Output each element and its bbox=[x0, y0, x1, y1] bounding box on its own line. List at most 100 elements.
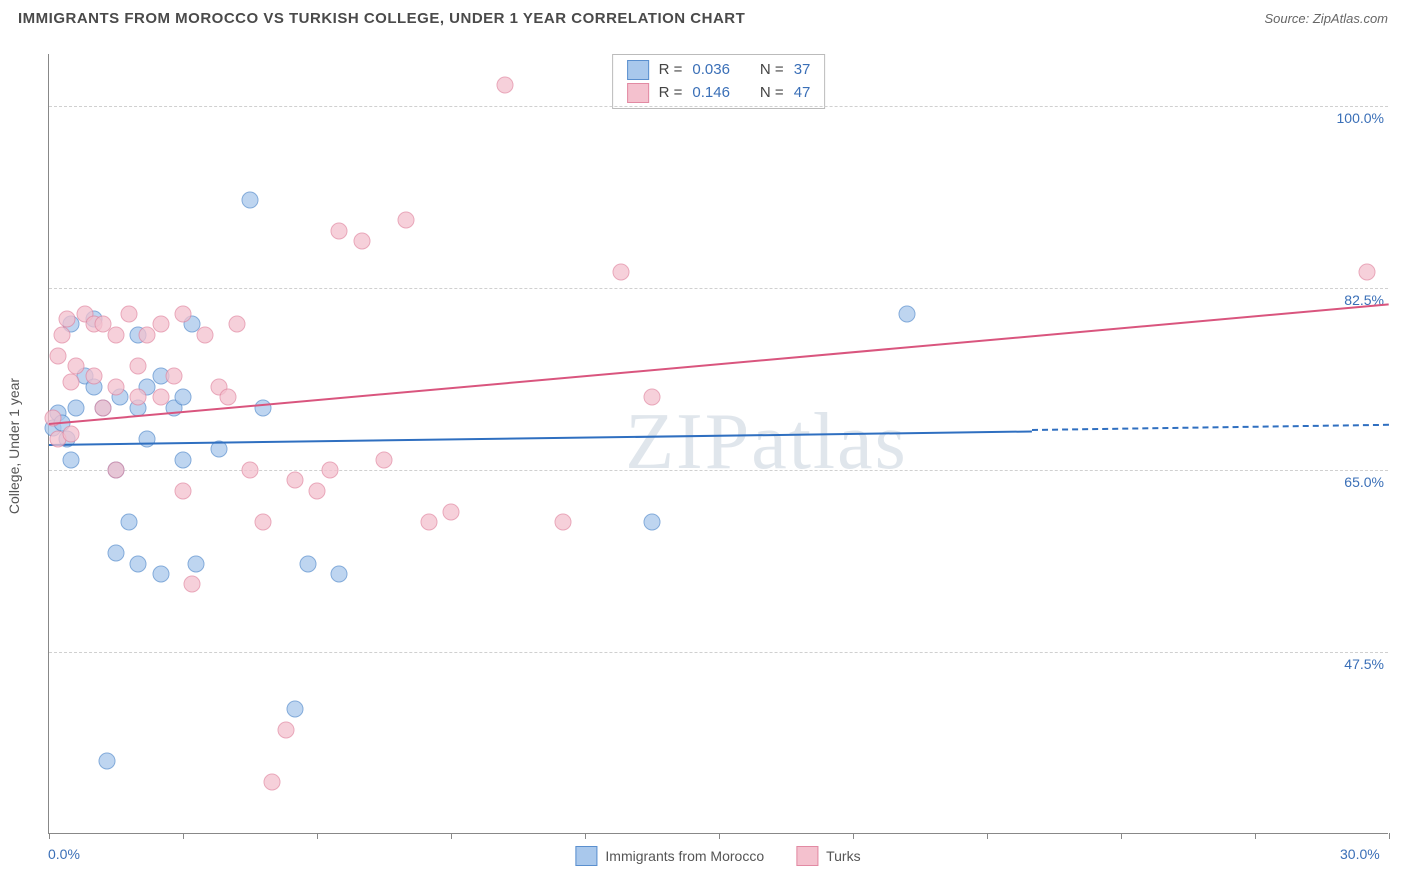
scatter-point-morocco bbox=[108, 545, 125, 562]
x-tick bbox=[1255, 833, 1256, 839]
scatter-point-turks bbox=[554, 514, 571, 531]
scatter-point-turks bbox=[175, 482, 192, 499]
scatter-point-morocco bbox=[67, 399, 84, 416]
scatter-point-turks bbox=[166, 368, 183, 385]
scatter-point-morocco bbox=[331, 566, 348, 583]
y-axis-label: 47.5% bbox=[1344, 656, 1384, 672]
x-tick bbox=[719, 833, 720, 839]
scatter-point-morocco bbox=[286, 701, 303, 718]
gridline bbox=[49, 288, 1388, 289]
watermark: ZIPatlas bbox=[625, 397, 908, 488]
scatter-point-turks bbox=[152, 316, 169, 333]
scatter-point-turks bbox=[63, 425, 80, 442]
x-tick bbox=[1121, 833, 1122, 839]
r-value: 0.146 bbox=[692, 82, 730, 105]
legend-swatch bbox=[627, 60, 649, 80]
scatter-point-turks bbox=[219, 389, 236, 406]
scatter-point-morocco bbox=[175, 451, 192, 468]
scatter-point-morocco bbox=[99, 753, 116, 770]
scatter-point-turks bbox=[130, 389, 147, 406]
correlation-row-morocco: R = 0.036 N = 37 bbox=[627, 59, 811, 82]
scatter-point-turks bbox=[121, 306, 138, 323]
series-legend: Immigrants from Morocco Turks bbox=[575, 846, 860, 866]
n-label: N = bbox=[760, 82, 784, 105]
chart-source: Source: ZipAtlas.com bbox=[1264, 11, 1388, 26]
y-axis-title: College, Under 1 year bbox=[6, 378, 22, 514]
scatter-point-morocco bbox=[300, 555, 317, 572]
scatter-point-turks bbox=[94, 399, 111, 416]
scatter-point-turks bbox=[49, 347, 66, 364]
r-label: R = bbox=[659, 82, 683, 105]
scatter-point-morocco bbox=[188, 555, 205, 572]
x-tick bbox=[183, 833, 184, 839]
scatter-point-morocco bbox=[139, 430, 156, 447]
trend-line-dash-morocco bbox=[1032, 424, 1389, 431]
scatter-point-turks bbox=[331, 222, 348, 239]
scatter-point-turks bbox=[197, 326, 214, 343]
correlation-legend: R = 0.036 N = 37 R = 0.146 N = 47 bbox=[612, 54, 826, 109]
x-tick bbox=[853, 833, 854, 839]
y-axis-label: 65.0% bbox=[1344, 474, 1384, 490]
scatter-point-turks bbox=[130, 358, 147, 375]
n-value: 47 bbox=[794, 82, 811, 105]
scatter-point-turks bbox=[183, 576, 200, 593]
scatter-point-turks bbox=[644, 389, 661, 406]
legend-item-turks: Turks bbox=[796, 846, 860, 866]
scatter-point-turks bbox=[309, 482, 326, 499]
scatter-point-turks bbox=[242, 462, 259, 479]
scatter-point-morocco bbox=[242, 191, 259, 208]
plot-region: ZIPatlas R = 0.036 N = 37 R = 0.146 N = 47 47.5… bbox=[48, 54, 1388, 834]
scatter-point-morocco bbox=[175, 389, 192, 406]
legend-swatch bbox=[575, 846, 597, 866]
scatter-point-turks bbox=[420, 514, 437, 531]
chart-header: IMMIGRANTS FROM MOROCCO VS TURKISH COLLE… bbox=[0, 0, 1406, 33]
scatter-point-turks bbox=[67, 358, 84, 375]
scatter-point-turks bbox=[54, 326, 71, 343]
scatter-point-morocco bbox=[644, 514, 661, 531]
x-tick bbox=[49, 833, 50, 839]
legend-label: Immigrants from Morocco bbox=[605, 848, 764, 864]
scatter-point-turks bbox=[277, 722, 294, 739]
x-tick bbox=[987, 833, 988, 839]
legend-swatch bbox=[796, 846, 818, 866]
scatter-point-turks bbox=[322, 462, 339, 479]
correlation-row-turks: R = 0.146 N = 47 bbox=[627, 82, 811, 105]
scatter-point-turks bbox=[398, 212, 415, 229]
scatter-point-morocco bbox=[898, 306, 915, 323]
scatter-point-turks bbox=[228, 316, 245, 333]
x-axis-min-label: 0.0% bbox=[48, 846, 80, 862]
gridline bbox=[49, 106, 1388, 107]
scatter-point-turks bbox=[108, 326, 125, 343]
scatter-point-turks bbox=[108, 462, 125, 479]
scatter-point-turks bbox=[255, 514, 272, 531]
x-tick bbox=[451, 833, 452, 839]
x-tick bbox=[1389, 833, 1390, 839]
scatter-point-turks bbox=[376, 451, 393, 468]
scatter-point-turks bbox=[443, 503, 460, 520]
scatter-point-turks bbox=[353, 233, 370, 250]
chart-area: ZIPatlas R = 0.036 N = 37 R = 0.146 N = 47 47.5… bbox=[48, 54, 1388, 834]
legend-label: Turks bbox=[826, 848, 860, 864]
scatter-point-turks bbox=[264, 774, 281, 791]
scatter-point-turks bbox=[1358, 264, 1375, 281]
legend-item-morocco: Immigrants from Morocco bbox=[575, 846, 764, 866]
scatter-point-turks bbox=[496, 77, 513, 94]
trend-line-turks bbox=[49, 304, 1389, 426]
legend-swatch bbox=[627, 83, 649, 103]
gridline bbox=[49, 652, 1388, 653]
scatter-point-turks bbox=[85, 368, 102, 385]
x-tick bbox=[585, 833, 586, 839]
r-label: R = bbox=[659, 59, 683, 82]
scatter-point-turks bbox=[286, 472, 303, 489]
y-axis-label: 100.0% bbox=[1337, 110, 1384, 126]
scatter-point-morocco bbox=[130, 555, 147, 572]
x-tick bbox=[317, 833, 318, 839]
n-label: N = bbox=[760, 59, 784, 82]
scatter-point-turks bbox=[108, 378, 125, 395]
scatter-point-turks bbox=[152, 389, 169, 406]
x-axis-max-label: 30.0% bbox=[1340, 846, 1380, 862]
scatter-point-turks bbox=[175, 306, 192, 323]
n-value: 37 bbox=[794, 59, 811, 82]
trend-line-morocco bbox=[49, 430, 1032, 446]
r-value: 0.036 bbox=[692, 59, 730, 82]
